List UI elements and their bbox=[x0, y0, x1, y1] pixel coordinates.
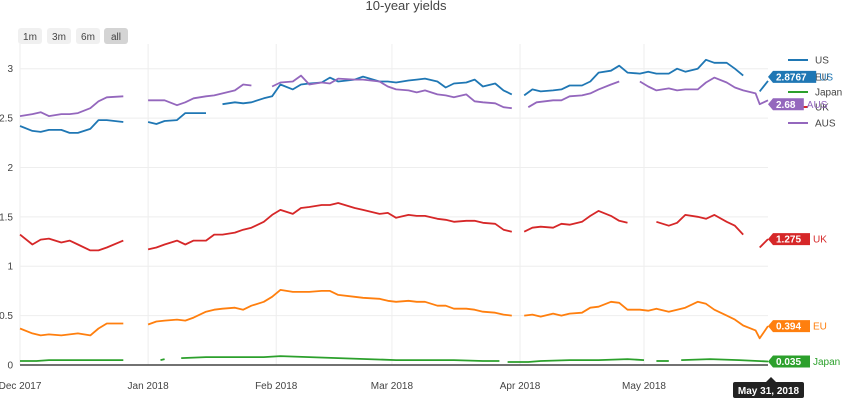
y-tick-label: 2.5 bbox=[0, 114, 13, 125]
series-japan bbox=[20, 355, 769, 363]
range-button-label[interactable]: 6m bbox=[81, 32, 95, 43]
series-line-aus bbox=[148, 83, 252, 107]
hover-date-text: May 31, 2018 bbox=[738, 386, 800, 397]
series-line-aus bbox=[639, 76, 769, 106]
hover-date-box bbox=[733, 382, 804, 398]
range-button-bg[interactable] bbox=[18, 28, 42, 44]
end-label-box bbox=[768, 233, 810, 246]
y-tick-label: 3 bbox=[7, 64, 13, 75]
end-label-name: US bbox=[819, 72, 833, 83]
x-tick-label: May 2018 bbox=[622, 381, 666, 392]
x-tick-label: Apr 2018 bbox=[500, 381, 541, 392]
series-lines bbox=[19, 58, 769, 363]
end-label-value: 0.394 bbox=[776, 322, 801, 333]
x-tick-label: Feb 2018 bbox=[255, 381, 298, 392]
series-line-uk bbox=[147, 202, 513, 251]
hover-date-label: May 31, 2018 bbox=[733, 377, 804, 398]
range-button-1m[interactable]: 1m bbox=[18, 28, 42, 44]
y-axis: 0 0.5 1 1.5 2 2.5 3 bbox=[0, 64, 13, 371]
y-tick-label: 1 bbox=[7, 262, 13, 273]
x-tick-label: Jan 2018 bbox=[128, 381, 170, 392]
y-tick-label: 2 bbox=[7, 163, 13, 174]
range-button-all[interactable]: all bbox=[104, 28, 128, 44]
series-us bbox=[19, 58, 769, 134]
y-tick-label: 1.5 bbox=[0, 212, 13, 223]
end-label-name: AUS bbox=[807, 100, 828, 111]
series-line-japan bbox=[160, 358, 165, 361]
end-label-us: 2.8767 US bbox=[768, 70, 833, 83]
end-label-box bbox=[768, 70, 817, 83]
end-label-value: 2.68 bbox=[776, 100, 796, 111]
series-line-aus bbox=[19, 95, 124, 117]
end-label-box bbox=[768, 320, 810, 333]
series-line-japan bbox=[681, 358, 769, 363]
end-label-name: Japan bbox=[813, 357, 840, 368]
series-eu bbox=[19, 288, 769, 340]
legend-label: EU bbox=[815, 73, 829, 84]
series-line-us bbox=[222, 75, 513, 106]
range-selector: 1m 3m 6m all bbox=[18, 28, 128, 44]
x-tick-label: Mar 2018 bbox=[371, 381, 414, 392]
series-line-eu bbox=[524, 300, 769, 340]
series-line-aus bbox=[527, 80, 620, 108]
series-line-japan bbox=[20, 359, 124, 362]
series-line-aus bbox=[271, 74, 512, 110]
series-line-uk bbox=[759, 238, 769, 249]
series-line-eu bbox=[147, 288, 512, 326]
series-line-japan bbox=[181, 355, 500, 362]
series-aus bbox=[19, 74, 769, 117]
legend-item-japan: Japan bbox=[788, 88, 842, 99]
series-line-uk bbox=[19, 233, 124, 252]
y-tick-label: 0.5 bbox=[0, 311, 13, 322]
end-label-eu: 0.394 EU bbox=[768, 320, 827, 333]
end-label-aus: 2.68 AUS bbox=[768, 98, 828, 111]
range-button-3m[interactable]: 3m bbox=[47, 28, 71, 44]
grid bbox=[19, 44, 768, 366]
series-line-uk bbox=[523, 209, 628, 233]
series-line-eu bbox=[19, 322, 124, 337]
hover-date-pointer bbox=[766, 377, 776, 382]
end-labels: 2.8767 US 0.394 EU 0.035 Japan 1.275 UK 2.68 AUS bbox=[768, 70, 840, 368]
range-button-label[interactable]: 1m bbox=[23, 32, 37, 43]
x-tick-label: Dec 2017 bbox=[0, 381, 42, 392]
range-button-bg[interactable] bbox=[104, 28, 128, 44]
series-line-us bbox=[147, 112, 206, 125]
range-button-bg[interactable] bbox=[47, 28, 71, 44]
end-label-japan: 0.035 Japan bbox=[768, 355, 840, 368]
legend-label: Japan bbox=[815, 88, 842, 99]
x-axis: Dec 2017 Jan 2018 Feb 2018 Mar 2018 Apr 2018… bbox=[0, 381, 666, 392]
series-line-us bbox=[758, 80, 769, 92]
series-line-uk bbox=[656, 213, 744, 236]
end-label-name: UK bbox=[813, 235, 827, 246]
end-label-value: 2.8767 bbox=[776, 72, 807, 83]
series-line-us bbox=[19, 119, 124, 134]
range-button-label[interactable]: 3m bbox=[52, 32, 66, 43]
end-label-value: 0.035 bbox=[776, 357, 801, 368]
range-button-6m[interactable]: 6m bbox=[76, 28, 100, 44]
series-line-us bbox=[523, 58, 744, 97]
end-label-box bbox=[768, 355, 810, 368]
y-tick-label: 0 bbox=[7, 361, 13, 372]
end-label-uk: 1.275 UK bbox=[768, 233, 827, 246]
range-button-label[interactable]: all bbox=[111, 32, 121, 43]
legend-item-aus: AUS bbox=[788, 119, 836, 130]
series-uk bbox=[19, 202, 769, 252]
legend-item-us: US bbox=[788, 56, 829, 67]
range-button-bg[interactable] bbox=[76, 28, 100, 44]
end-label-value: 1.275 bbox=[776, 235, 801, 246]
legend-label: AUS bbox=[815, 119, 836, 130]
legend-label: UK bbox=[815, 103, 829, 114]
chart-title: 10-year yields bbox=[366, 0, 447, 13]
end-label-name: EU bbox=[813, 322, 827, 333]
end-label-box bbox=[768, 98, 804, 111]
series-line-japan bbox=[507, 358, 645, 363]
legend-label: US bbox=[815, 56, 829, 67]
